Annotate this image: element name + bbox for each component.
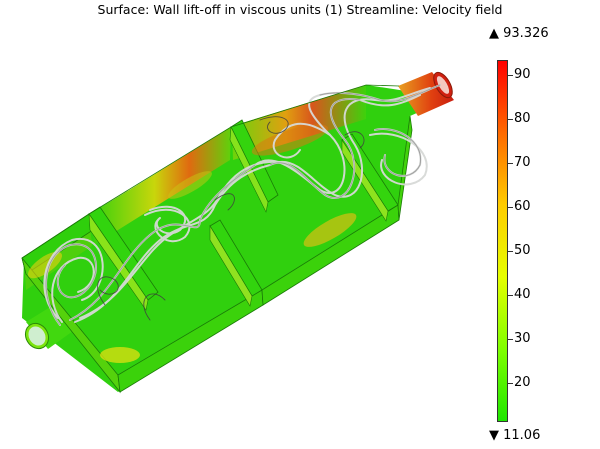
baffle-1-face	[88, 212, 149, 311]
colorbar-tick-label: 80	[514, 111, 531, 126]
colorbar-tick-label: 90	[514, 67, 531, 82]
baffle-2-face	[209, 224, 253, 307]
colorbar-tick-label: 60	[514, 199, 531, 214]
colorbar-tick-label: 50	[514, 243, 531, 258]
hotspot-1	[100, 347, 140, 363]
colorbar-tick-label: 30	[514, 331, 531, 346]
colorbar	[497, 60, 508, 422]
edge-outline	[21, 84, 400, 259]
mixer-3d-model[interactable]	[0, 0, 490, 449]
colorbar-tick-label: 20	[514, 375, 531, 390]
colorbar-tick-mark	[508, 163, 513, 164]
back-wall-left	[92, 127, 231, 245]
colorbar-min-label: ▼ 11.06	[489, 428, 541, 443]
colorbar-tick-mark	[508, 207, 513, 208]
outlet-pipe	[398, 71, 454, 116]
colorbar-tick-mark	[508, 383, 513, 384]
colorbar-tick-label: 70	[514, 155, 531, 170]
plot-title: Surface: Wall lift-off in viscous units …	[97, 2, 503, 17]
end-wall	[397, 115, 413, 221]
colorbar-tick-mark	[508, 75, 513, 76]
colorbar-tick-mark	[508, 119, 513, 120]
streamlines	[43, 84, 441, 326]
colorbar-tick-label: 40	[514, 287, 531, 302]
colorbar-tick-mark	[508, 339, 513, 340]
hotspot-2	[303, 213, 357, 247]
colorbar-max-label: ▲ 93.326	[489, 26, 549, 41]
colorbar-tick-mark	[508, 251, 513, 252]
hotspot-5	[168, 171, 212, 199]
hotspot-3	[251, 124, 329, 156]
colorbar-tick-mark	[508, 295, 513, 296]
